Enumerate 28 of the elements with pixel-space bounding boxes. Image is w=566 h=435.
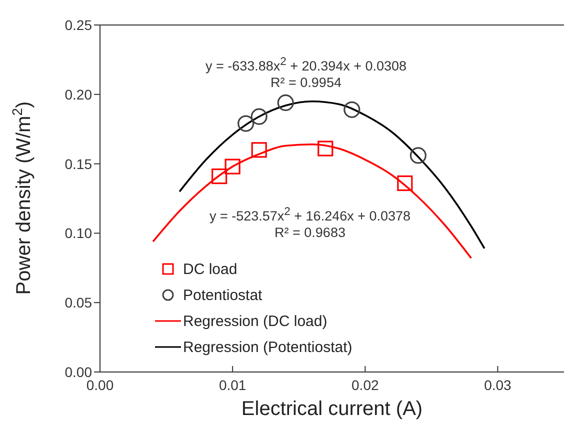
point — [344, 101, 360, 118]
point — [251, 142, 267, 158]
line-series — [152, 143, 472, 260]
point — [318, 140, 334, 156]
legend-label: Potentiostat — [183, 286, 262, 304]
point — [410, 147, 426, 164]
point — [250, 108, 268, 125]
y-tick-label: 0.15 — [64, 156, 92, 172]
annotation: y = -523.57x$^{2}$ + 16.246x + 0.0378 — [209, 206, 411, 224]
y-tick-label: 0.20 — [64, 86, 92, 102]
x-axis-title: Electrical current (A) — [241, 398, 423, 420]
legend-label: DC load — [183, 260, 238, 278]
legend-label: Regression (Potentiostat) — [183, 338, 352, 356]
point — [224, 158, 240, 174]
point — [212, 168, 228, 184]
x-tick-label: 0.02 — [352, 376, 379, 393]
point — [397, 175, 413, 192]
x-tick-label: 0.01 — [218, 376, 246, 393]
point — [277, 94, 294, 112]
legend-label: Regression (DC load) — [183, 312, 328, 330]
y-tick-label: 0.10 — [64, 225, 92, 242]
annotation: R² = 0.9683 — [274, 225, 346, 240]
x-tick-label: 0.03 — [484, 376, 512, 393]
y-tick-label: 0.25 — [64, 16, 92, 33]
y-tick-label: 0.05 — [64, 294, 92, 311]
annotation: R² = 0.9954 — [270, 75, 342, 90]
point — [238, 115, 254, 132]
annotation: y = -633.88x$^{2}$ + 20.394x + 0.0308 — [205, 56, 407, 74]
